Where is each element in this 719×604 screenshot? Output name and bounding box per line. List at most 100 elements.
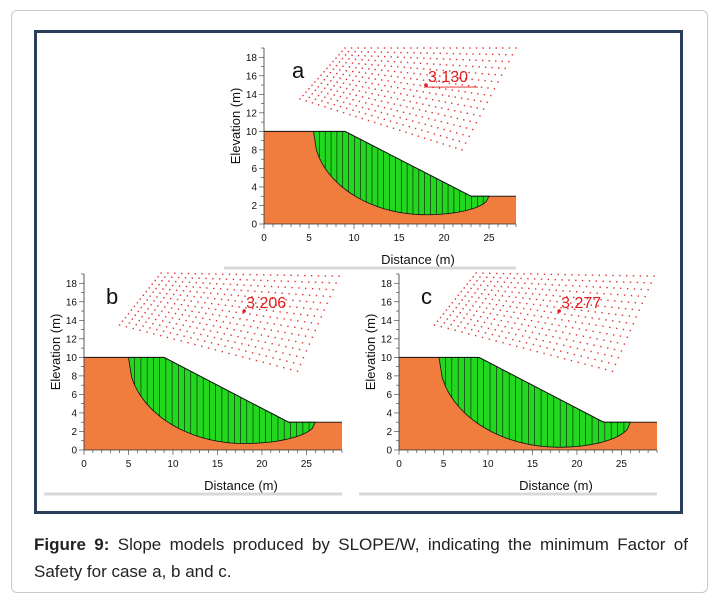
grid-point xyxy=(543,273,546,275)
grid-point xyxy=(501,330,503,333)
grid-point xyxy=(584,316,587,318)
grid-point xyxy=(272,310,275,312)
grid-point xyxy=(501,60,503,63)
grid-point xyxy=(152,291,154,294)
grid-point xyxy=(562,331,564,334)
grid-point xyxy=(342,101,345,104)
grid-point xyxy=(250,284,252,287)
grid-point xyxy=(541,288,544,291)
grid-point xyxy=(422,79,425,81)
grid-point xyxy=(332,289,334,291)
grid-point xyxy=(338,275,340,277)
grid-point xyxy=(480,326,483,328)
grid-point xyxy=(544,322,546,324)
grid-point xyxy=(502,304,504,307)
grid-point xyxy=(456,315,458,318)
grid-point xyxy=(418,109,421,111)
grid-point xyxy=(475,272,477,274)
grid-point xyxy=(653,275,655,277)
grid-point xyxy=(636,281,639,284)
grid-point xyxy=(317,86,320,88)
grid-point xyxy=(224,345,226,347)
grid-point xyxy=(523,273,525,275)
grid-point xyxy=(464,295,466,297)
grid-point xyxy=(148,317,150,319)
grid-point xyxy=(450,116,452,118)
grid-point xyxy=(197,301,199,303)
grid-point xyxy=(456,117,459,120)
grid-point xyxy=(445,76,448,78)
grid-point xyxy=(493,285,496,287)
grid-point xyxy=(515,333,517,336)
grid-point xyxy=(368,108,370,110)
grid-point xyxy=(456,47,458,49)
grid-point xyxy=(434,106,437,108)
grid-point xyxy=(258,308,261,311)
grid-point xyxy=(604,368,607,371)
grid-point xyxy=(292,362,295,364)
grid-point xyxy=(229,283,232,286)
grid-point xyxy=(321,100,323,102)
grid-point xyxy=(239,278,241,281)
grid-point xyxy=(484,297,487,300)
grid-point xyxy=(467,291,469,294)
grid-point xyxy=(587,357,589,359)
grid-point xyxy=(555,289,557,292)
grid-point xyxy=(377,116,379,119)
grid-point xyxy=(475,59,477,61)
grid-point xyxy=(543,310,546,313)
grid-point xyxy=(597,352,599,354)
grid-point xyxy=(468,59,471,61)
grid-point xyxy=(563,358,566,360)
grid-point xyxy=(307,281,310,283)
grid-point xyxy=(522,347,525,349)
grid-point xyxy=(387,80,389,82)
grid-point xyxy=(557,356,559,358)
grid-point xyxy=(502,47,504,49)
grid-point xyxy=(457,325,459,327)
grid-point xyxy=(458,77,460,79)
grid-point xyxy=(509,272,512,275)
grid-point xyxy=(600,345,602,348)
grid-point xyxy=(329,295,331,298)
grid-point xyxy=(472,113,475,116)
grid-point xyxy=(295,293,297,295)
grid-point xyxy=(261,291,263,293)
grid-point xyxy=(582,291,585,293)
grid-point xyxy=(626,287,629,290)
grid-point xyxy=(232,316,234,319)
grid-point xyxy=(311,93,313,95)
grid-point xyxy=(351,54,353,57)
grid-point xyxy=(399,104,402,107)
grid-point xyxy=(422,103,424,105)
grid-point xyxy=(436,47,438,49)
grid-point xyxy=(442,69,444,72)
grid-point xyxy=(314,329,317,332)
grid-point xyxy=(514,322,516,324)
grid-point xyxy=(269,274,272,276)
grid-point xyxy=(628,315,631,317)
grid-point xyxy=(480,86,483,88)
grid-point xyxy=(488,60,490,62)
grid-point xyxy=(603,339,605,341)
grid-point xyxy=(468,333,470,335)
grid-point xyxy=(435,93,437,95)
grid-point xyxy=(327,102,329,104)
grid-point xyxy=(609,280,611,283)
grid-point xyxy=(595,324,597,326)
grid-point xyxy=(355,105,357,107)
grid-point xyxy=(432,63,435,65)
grid-point xyxy=(295,355,298,357)
grid-point xyxy=(611,306,613,308)
grid-point xyxy=(428,104,430,107)
grid-point xyxy=(338,61,341,63)
grid-point xyxy=(345,70,348,72)
grid-point xyxy=(464,77,467,80)
grid-point xyxy=(595,280,598,282)
grid-point xyxy=(505,53,507,56)
critical-center-point xyxy=(242,309,246,313)
grid-point xyxy=(193,332,195,334)
grid-point xyxy=(154,279,156,282)
grid-point xyxy=(438,100,440,102)
grid-point xyxy=(194,305,196,308)
